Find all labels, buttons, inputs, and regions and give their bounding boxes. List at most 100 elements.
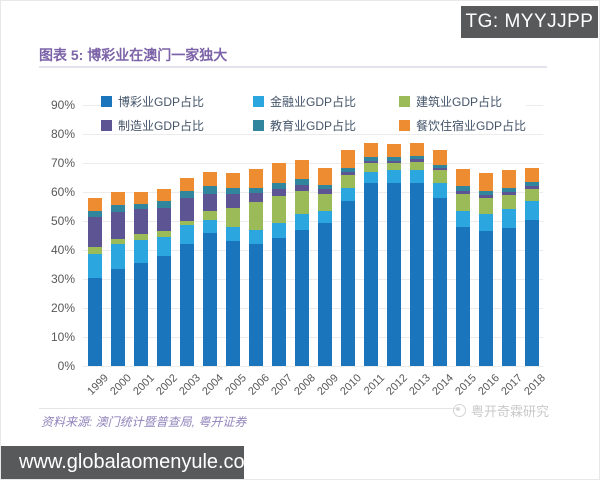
bar-segment [501,228,516,366]
bar-segment [317,222,332,366]
bar-segment [386,160,401,164]
x-tick-label: 2001 [131,372,157,398]
bar-segment [432,170,447,184]
legend-swatch-icon [101,96,112,107]
bar-segment [317,167,332,185]
bar-segment [133,192,148,204]
bar-segment [386,157,401,161]
bar-segment [294,229,309,366]
bar-segment [317,193,332,211]
bar-segment [363,171,378,184]
source-divider [39,408,459,409]
bar-segment [524,167,539,183]
bar-2008 [294,160,309,366]
gridline [83,337,543,338]
bar-segment [110,268,125,366]
bar-segment [501,187,516,193]
legend-item-4: 教育业GDP占比 [253,117,399,134]
bar-segment [340,187,355,201]
bar-segment [248,244,263,366]
legend-item-3: 制造业GDP占比 [101,117,253,134]
bar-2012 [386,144,401,366]
watermark-logo-icon [453,404,466,417]
y-tick-label: 40% [50,243,75,257]
x-tick-label: 2012 [384,372,410,398]
bar-segment [455,168,470,187]
bar-segment [271,196,286,223]
x-tick-label: 2009 [315,372,341,398]
bar-segment [432,150,447,165]
legend-swatch-icon [253,96,264,107]
bar-2015 [455,168,470,366]
bar-segment [317,210,332,223]
bar-segment [87,210,102,217]
gridline [83,134,543,135]
bar-segment [340,200,355,366]
bar-segment [340,150,355,168]
bar-segment [225,208,240,227]
y-tick-label: 20% [50,301,75,315]
bar-segment [133,239,148,263]
bar-segment [271,222,286,239]
legend-item-2: 建筑业GDP占比 [399,93,526,110]
bar-segment [133,234,148,240]
bar-2004 [202,171,217,366]
bar-segment [478,231,493,366]
bar-segment [179,221,194,226]
bar-segment [340,171,355,175]
bar-segment [271,163,286,184]
bar-segment [110,244,125,269]
bar-segment [386,170,401,184]
y-tick-label: 10% [50,330,75,344]
gridline [83,366,543,367]
bar-2007 [271,163,286,366]
bar-2005 [225,173,240,366]
bar-segment [455,226,470,366]
bar-segment [225,241,240,366]
bar-segment [432,197,447,366]
bar-segment [110,192,125,206]
x-tick-label: 2016 [476,372,502,398]
x-tick-label: 2007 [269,372,295,398]
bar-segment [524,182,539,187]
legend-label: 餐饮住宿业GDP占比 [416,119,527,133]
bar-segment [432,168,447,171]
bar-segment [409,142,424,156]
bar-segment [271,189,286,197]
y-tick-label: 60% [50,185,75,199]
x-tick-label: 2017 [499,372,525,398]
bar-segment [455,210,470,227]
bar-1999 [87,197,102,366]
y-tick-label: 70% [50,156,75,170]
bar-segment [340,167,355,172]
bar-segment [363,163,378,172]
x-tick-label: 2014 [430,372,456,398]
stacked-bar-chart: 0% 10% 20% 30% 40% 50% 60% 70% 80% 90% 1999 2000 200… [31,98,576,401]
bar-segment [455,190,470,194]
bar-segment [133,203,148,210]
bar-segment [156,208,171,232]
x-tick-label: 2011 [361,372,387,398]
x-tick-label: 2010 [338,372,364,398]
bar-segment [248,168,263,188]
watermark-text: 粤开奇霖研究 [471,404,550,419]
bar-segment [271,183,286,190]
bar-segment [248,187,263,194]
legend-swatch-icon [399,96,410,107]
bar-segment [156,189,171,201]
bar-segment [363,157,378,161]
bar-segment [524,200,539,220]
bar-segment [202,186,217,194]
bar-2000 [110,192,125,366]
y-tick-label: 80% [50,127,75,141]
bar-segment [179,244,194,366]
bar-segment [110,205,125,213]
bar-2017 [501,170,516,366]
x-tick-label: 2018 [522,372,548,398]
x-tick-label: 2002 [154,372,180,398]
bar-segment [202,232,217,366]
title-divider [39,66,547,68]
bar-segment [455,193,470,211]
legend-swatch-icon [399,120,410,131]
x-tick-label: 1999 [85,372,111,398]
